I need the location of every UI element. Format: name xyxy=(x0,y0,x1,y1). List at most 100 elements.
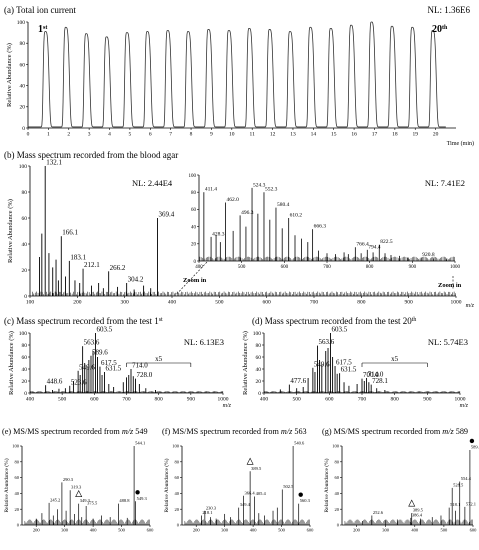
dot-marker-icon xyxy=(298,492,303,497)
peak-label: 572.1 xyxy=(466,501,476,506)
peak-label: 528.5 xyxy=(453,482,464,487)
y-tick-label: 100 xyxy=(12,444,20,449)
peak-label: 389.5 xyxy=(251,466,262,471)
peak-label: 560.3 xyxy=(300,498,311,503)
x-tick-label: 1000 xyxy=(455,397,466,403)
peak-label: 266.2 xyxy=(110,264,126,272)
panel-f-title: (f) MS/MS spectrum recorded from m/z 563 xyxy=(162,427,307,436)
x-tick-label: 500 xyxy=(118,528,126,533)
peak-label: 523.6 xyxy=(71,378,87,386)
y-tick-label: 100 xyxy=(189,174,197,179)
x-tick-label: 1000 xyxy=(218,397,229,403)
x-tick-label: 900 xyxy=(187,397,196,403)
panel-b: 100 200 300 400 500 600 700 800 900 1000020406080… xyxy=(7,159,462,306)
y-tick-label: 80 xyxy=(22,343,28,349)
panel-c-nl: NL: 6.13E3 xyxy=(184,337,224,347)
panel-f: 200 300 400 500 600 0 20 40 60 80 100 Relative Abun… xyxy=(163,441,314,533)
peak-label: 183.1 xyxy=(70,253,86,261)
panel-d-nl: NL: 5.74E3 xyxy=(428,337,468,347)
x-tick-label: 600 xyxy=(263,300,272,306)
peak-label: 166.1 xyxy=(62,229,78,237)
peak-label: 822.5 xyxy=(380,239,393,245)
peak-label: 603.5 xyxy=(331,326,347,334)
panel-b-title: (b) Mass spectrum recorded from the bloo… xyxy=(4,150,178,160)
peak-label: 552.3 xyxy=(265,187,278,193)
peak-label: 540.6 xyxy=(294,441,305,446)
peak-label: 319.3 xyxy=(71,485,82,490)
panel-d-magnify-label: x5 xyxy=(391,355,399,363)
y-tick-label: 80 xyxy=(20,41,26,47)
x-tick-label: 900 xyxy=(409,265,417,270)
panel-c-magnify-label: x5 xyxy=(155,355,163,363)
peak-label: 610.2 xyxy=(290,213,303,219)
y-tick-label: 60 xyxy=(175,475,180,480)
panel-a-xlabel: Time (min) xyxy=(447,140,474,147)
x-tick-label: 17 xyxy=(372,132,378,138)
peak-label: 617.5 xyxy=(336,359,352,367)
y-axis-label: Relative Abundance (%) xyxy=(323,458,330,512)
peak-label: 212.1 xyxy=(84,261,100,269)
peak-label: 389.5 xyxy=(413,508,424,513)
peak-label: 518.1 xyxy=(450,502,460,507)
panel-c-title: (c) Mass spectrum recorded from the test… xyxy=(4,316,163,326)
y-tick-label: 100 xyxy=(172,444,180,449)
x-tick-label: 400 xyxy=(260,397,269,403)
peak-label: 448.6 xyxy=(47,378,63,386)
x-tick-label: 600 xyxy=(325,397,334,403)
peak-label: 375.5 xyxy=(87,501,98,506)
y-tick-label: 40 xyxy=(22,367,28,373)
panel-g-title: (g) MS/MS spectrum recorded from m/z 589 xyxy=(322,427,468,436)
x-tick-label: 15 xyxy=(331,132,337,138)
panel-c: 400 500 600 700 800 900 1000 0 20 40 60 80 100 Relati… xyxy=(8,326,229,403)
x-tick-label: 0 xyxy=(27,132,30,138)
panel-e: 200 300 400 500 600 0 20 40 60 80 100 Relative Abun… xyxy=(3,441,154,533)
x-tick-label: 8 xyxy=(190,132,193,138)
panel-d: 400 500 600 700 800 900 1000 0 20 40 60 80 100 Relati… xyxy=(242,326,466,403)
x-tick-label: 400 xyxy=(168,300,177,306)
x-tick-label: 300 xyxy=(61,528,69,533)
x-tick-label: 5 xyxy=(129,132,132,138)
x-tick-label: 1000 xyxy=(450,265,461,270)
tic-trace xyxy=(28,21,446,128)
x-tick-label: 500 xyxy=(238,265,246,270)
last-run-label: 20th xyxy=(432,24,448,35)
peak-label: 728.0 xyxy=(137,371,153,379)
y-axis-label: Relative Abundance (%) xyxy=(7,199,14,263)
x-tick-label: 20 xyxy=(433,132,439,138)
zoom-label-right: Zoom in xyxy=(438,282,462,289)
y-tick-label: 60 xyxy=(191,208,197,213)
zoom-connector-left xyxy=(176,261,208,295)
x-tick-label: 600 xyxy=(307,528,315,533)
x-tick-label: 400 xyxy=(250,528,258,533)
y-tick-label: 0 xyxy=(258,391,261,397)
x-tick-label: 300 xyxy=(382,528,390,533)
peak-label: 666.3 xyxy=(314,224,327,230)
x-tick-label: 700 xyxy=(122,397,131,403)
peak-label: 544.1 xyxy=(135,441,145,446)
y-tick-label: 40 xyxy=(191,225,197,230)
y-axis-label: Relative Abundance (%) xyxy=(3,458,10,512)
y-tick-label: 0 xyxy=(24,294,27,300)
y-tick-label: 20 xyxy=(22,379,28,385)
x-tick-label: 600 xyxy=(147,528,155,533)
x-tick-label: 18 xyxy=(392,132,398,138)
peak-label: 589.4 xyxy=(471,444,479,449)
peak-label: 631.5 xyxy=(341,366,357,374)
panel-a-nl: NL: 1.36E6 xyxy=(428,5,471,15)
x-tick-label: 4 xyxy=(108,132,111,138)
x-tick-label: 1 xyxy=(47,132,50,138)
y-tick-label: 0 xyxy=(194,260,197,265)
peak-label: 132.1 xyxy=(46,159,62,167)
x-tick-label: 700 xyxy=(310,300,319,306)
panel-b-nl: NL: 2.44E4 xyxy=(132,178,173,188)
y-axis-label: Relative Abundance (%) xyxy=(6,43,13,107)
peak-label: 714.0 xyxy=(132,362,148,370)
y-tick-label: 40 xyxy=(175,491,180,496)
panel-c-xlabel: m/z xyxy=(223,403,232,409)
y-tick-label: 20 xyxy=(191,243,197,248)
peak-label: 728.1 xyxy=(372,377,388,385)
peak-label: 477.6 xyxy=(290,377,306,385)
x-tick-label: 500 xyxy=(58,397,67,403)
peak-label: 700.0 xyxy=(363,371,379,379)
